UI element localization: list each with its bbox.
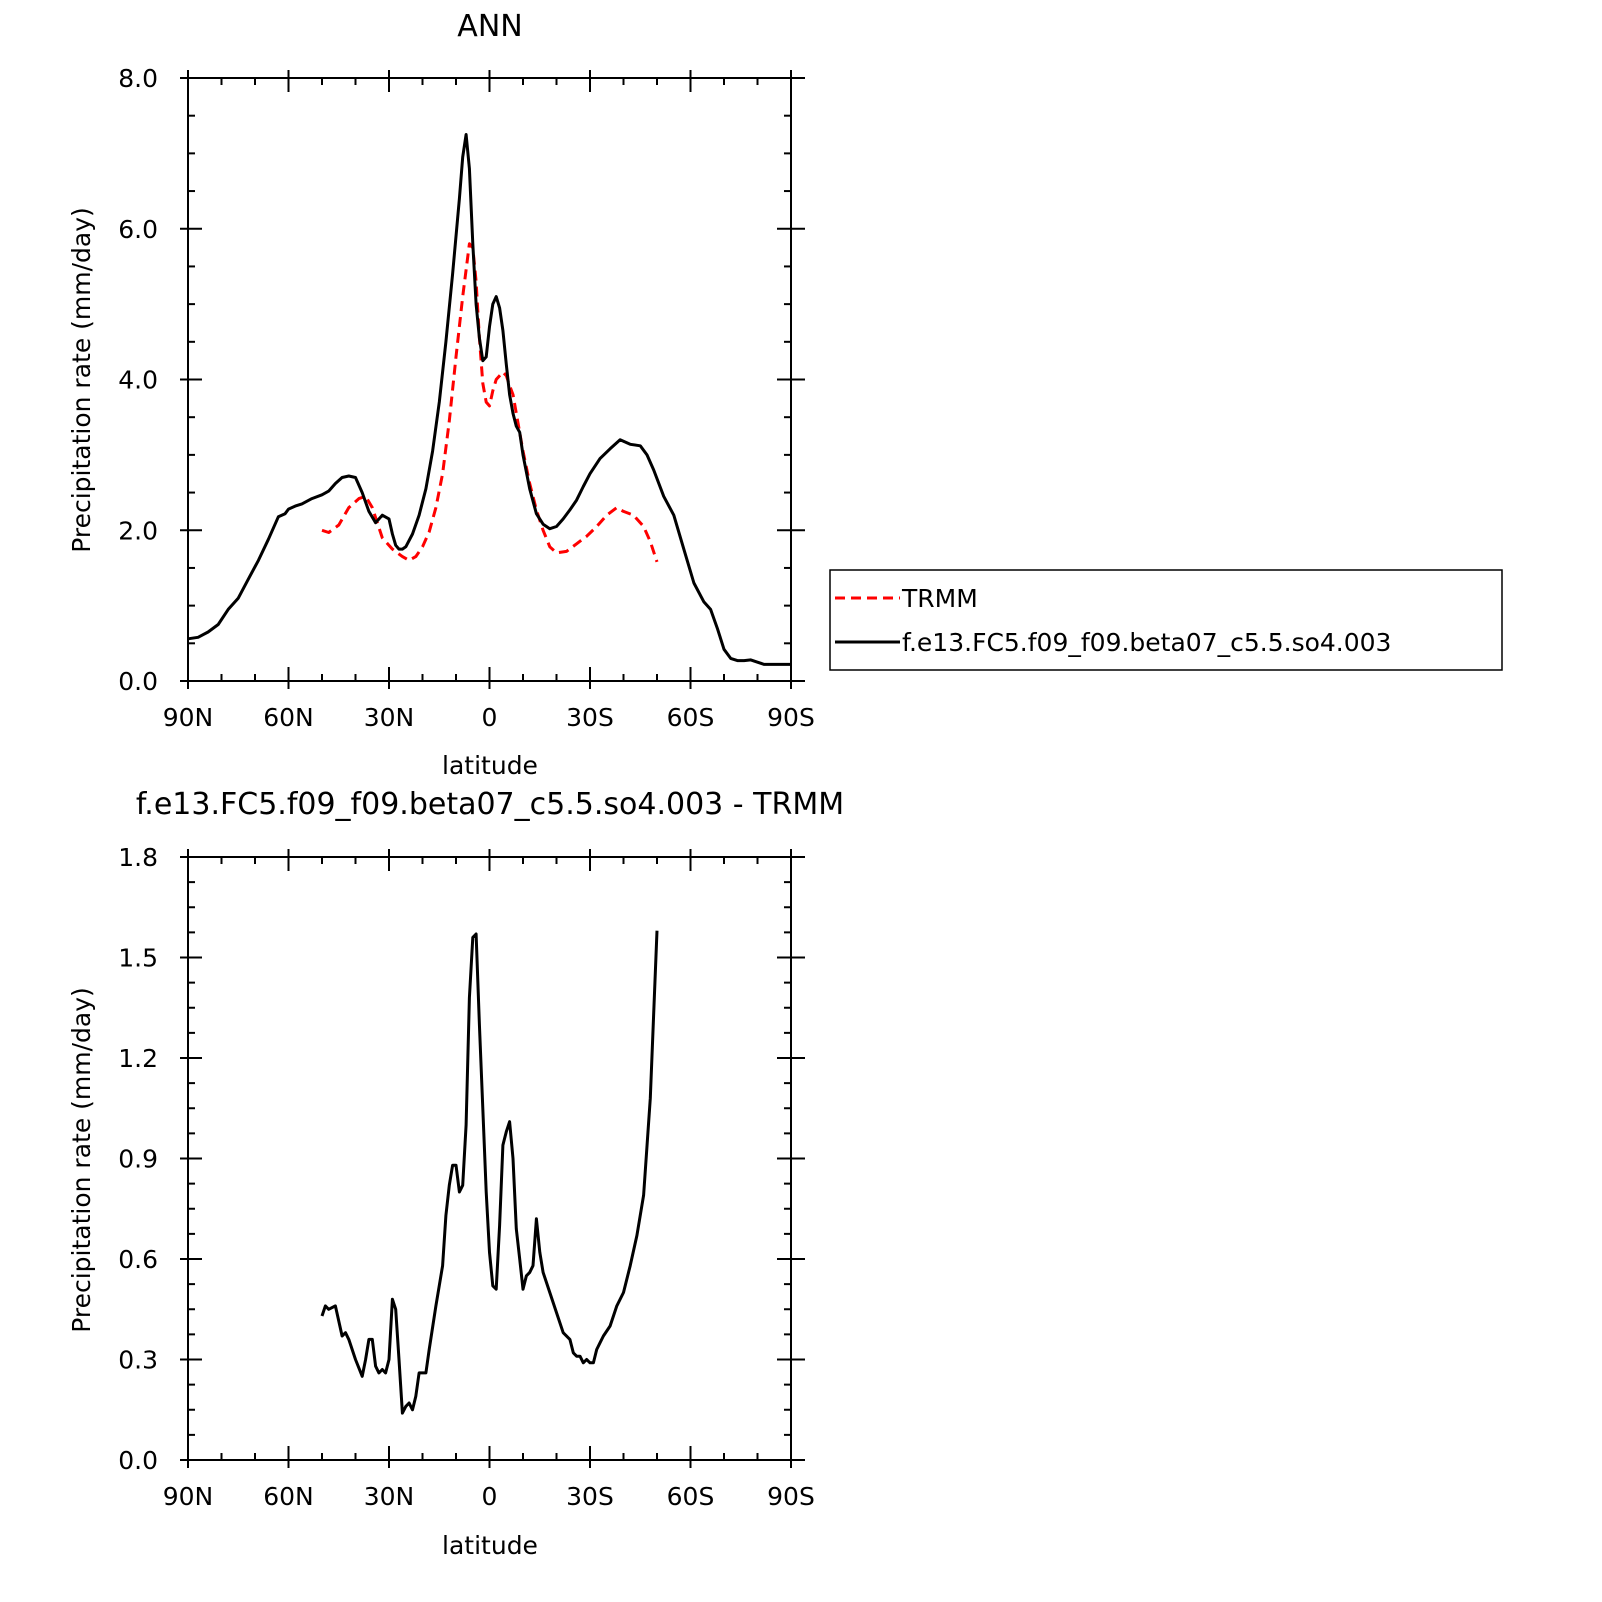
x-tick-label: 90N [163, 703, 214, 732]
series-line-trmm [321, 242, 659, 563]
plot-layer [187, 133, 791, 666]
plot-frame [187, 77, 792, 682]
legend-box [829, 569, 1503, 671]
x-tick-label: 90S [767, 703, 815, 732]
x-axis-label: latitude [442, 1531, 538, 1560]
y-tick-label: 8.0 [118, 64, 158, 93]
plot-frame [187, 856, 792, 1461]
y-tick-label: 1.5 [118, 944, 158, 973]
x-tick-label: 60S [667, 1482, 715, 1511]
series-line-model [187, 133, 791, 666]
y-tick-label: 0.3 [118, 1346, 158, 1375]
series-line-difference [320, 930, 659, 1415]
legend-label-trmm: TRMM [901, 584, 978, 613]
y-tick-label: 0.6 [118, 1245, 158, 1274]
x-tick-label: 90N [163, 1482, 214, 1511]
y-axis-label: Precipitation rate (mm/day) [67, 987, 96, 1333]
chart-panel-annual-mean: ANN 90N 60N 30N 0 30S 60S 90S 0.0 2.0 4.0 6.0 8.0 l… [67, 9, 815, 780]
chart-title: f.e13.FC5.f09_f09.beta07_c5.5.so4.003 - … [136, 787, 844, 822]
chart-panel-difference: f.e13.FC5.f09_f09.beta07_c5.5.so4.003 - … [67, 787, 844, 1560]
x-tick-label: 30S [566, 1482, 614, 1511]
axes-layer: 90N 60N 30N 0 30S 60S 90S 0.0 2.0 4.0 6.0 8.0 [118, 64, 815, 732]
y-tick-label: 0.9 [118, 1145, 158, 1174]
y-axis-label: Precipitation rate (mm/day) [67, 207, 96, 553]
x-tick-label: 60N [263, 1482, 314, 1511]
y-tick-label: 4.0 [118, 366, 158, 395]
chart-title: ANN [457, 9, 522, 44]
y-tick-label: 0.0 [118, 1446, 158, 1475]
axes-layer: 90N 60N 30N 0 30S 60S 90S 0.0 0.3 0.6 0.9 1.2 1.5 1.8 [118, 843, 815, 1511]
y-tick-label: 6.0 [118, 215, 158, 244]
y-tick-label: 1.2 [118, 1044, 158, 1073]
legend-label-model: f.e13.FC5.f09_f09.beta07_c5.5.so4.003 [902, 628, 1391, 657]
x-tick-label: 60N [263, 703, 314, 732]
x-axis-label: latitude [442, 751, 538, 780]
x-tick-label: 30S [566, 703, 614, 732]
x-tick-label: 0 [482, 1482, 498, 1511]
x-tick-label: 30N [364, 703, 415, 732]
y-tick-label: 0.0 [118, 667, 158, 696]
x-tick-label: 60S [667, 703, 715, 732]
plot-layer [320, 930, 659, 1415]
x-tick-label: 0 [482, 703, 498, 732]
x-tick-label: 90S [767, 1482, 815, 1511]
y-tick-label: 2.0 [118, 516, 158, 545]
legend: TRMM f.e13.FC5.f09_f09.beta07_c5.5.so4.0… [829, 569, 1503, 671]
y-tick-label: 1.8 [118, 843, 158, 872]
x-tick-label: 30N [364, 1482, 415, 1511]
